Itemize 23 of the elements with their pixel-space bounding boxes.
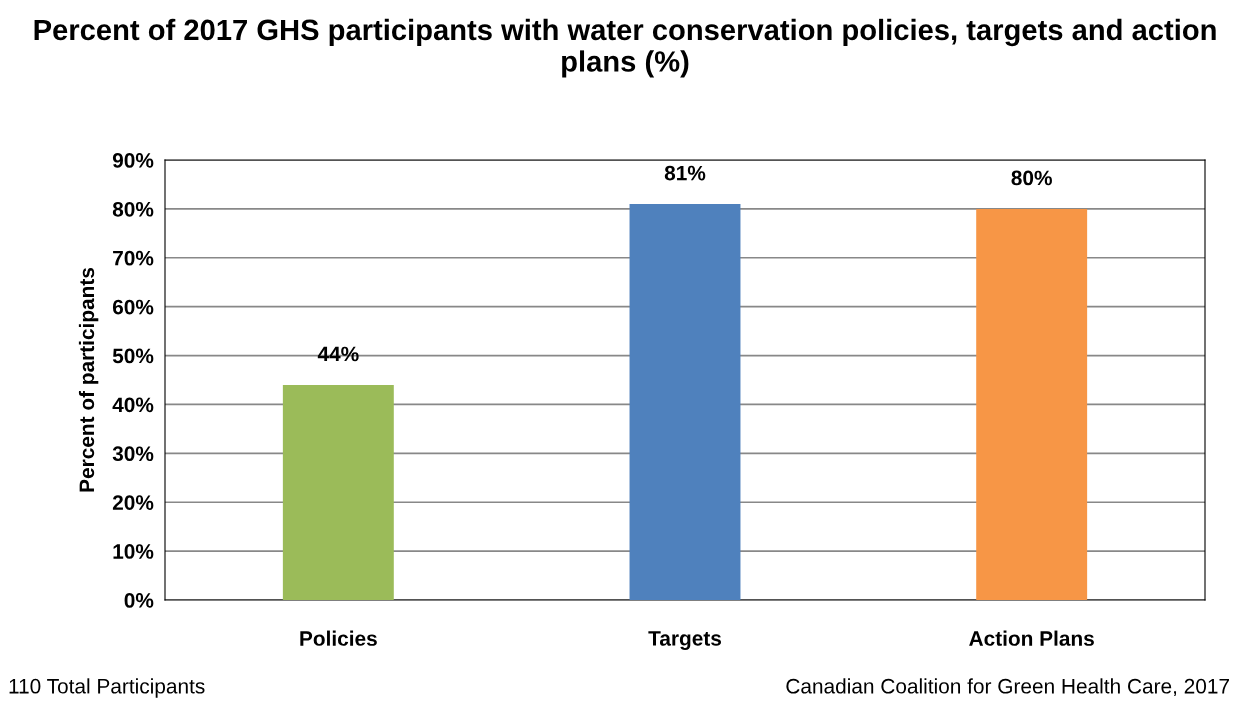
y-tick-label: 80%: [112, 201, 154, 217]
y-axis-title: Percent of participants: [78, 267, 99, 492]
y-tick-label: 20%: [112, 495, 154, 510]
data-label: 81%: [664, 165, 706, 181]
text: 110 Total Participants: [9, 678, 205, 698]
text: Canadian Coalition for Green Health Care, 2017: [786, 678, 1229, 697]
y-tick-label: 60%: [112, 299, 154, 315]
chart-title: Percent of 2017 GHS participants with water conservation policies, targets and action plans (%): [34, 18, 1216, 78]
x-tick-label: Policies: [300, 630, 377, 646]
y-tick-label: 40%: [112, 397, 154, 413]
x-tick-label: Action Plans: [969, 630, 1094, 646]
bar: [282, 384, 394, 600]
y-tick-label: 50%: [112, 348, 154, 364]
bar: [976, 208, 1088, 600]
y-tick-label: 10%: [113, 544, 154, 559]
x-tick-label: Targets: [648, 631, 722, 650]
data-label: 80%: [1011, 170, 1052, 186]
data-label: 44%: [317, 346, 359, 362]
y-tick-label: 30%: [112, 446, 154, 462]
y-tick-label: 0%: [124, 593, 154, 608]
y-tick-label: 70%: [113, 250, 154, 266]
y-tick-label: 90%: [112, 153, 154, 168]
bar: [629, 204, 741, 600]
